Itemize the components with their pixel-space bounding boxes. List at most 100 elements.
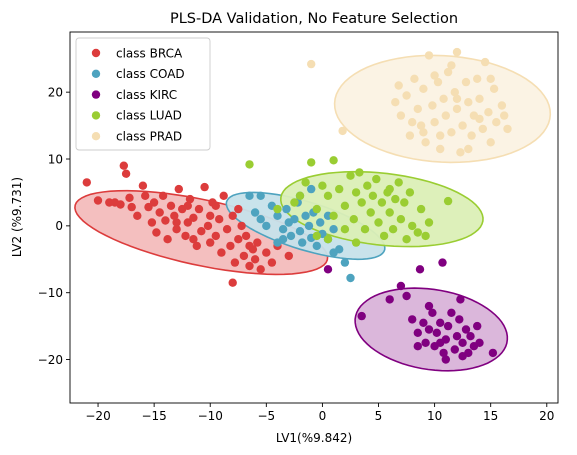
- plot-area: [74, 47, 552, 372]
- data-point-2: [461, 325, 471, 334]
- data-point-2: [473, 321, 482, 331]
- data-point-0: [127, 202, 136, 212]
- data-point-0: [155, 208, 164, 217]
- data-point-2: [458, 338, 467, 347]
- data-point-0: [138, 181, 148, 190]
- y-tick-label: 20: [48, 85, 63, 99]
- data-point-0: [211, 201, 220, 210]
- data-point-3: [379, 231, 389, 241]
- data-point-2: [396, 281, 406, 291]
- data-point-1: [278, 225, 288, 234]
- data-point-1: [340, 258, 350, 267]
- data-point-0: [174, 184, 183, 194]
- data-point-3: [388, 225, 398, 234]
- data-point-3: [323, 191, 333, 200]
- data-point-1: [346, 273, 355, 283]
- data-point-1: [245, 191, 254, 200]
- data-point-4: [475, 114, 484, 124]
- data-point-0: [149, 198, 159, 207]
- data-point-3: [290, 198, 299, 207]
- data-point-4: [486, 138, 495, 147]
- data-point-4: [464, 98, 473, 107]
- x-tick-label: 10: [427, 409, 442, 423]
- data-point-0: [152, 228, 161, 237]
- legend-marker-4: [91, 132, 101, 141]
- data-point-3: [372, 174, 381, 184]
- data-point-3: [340, 225, 350, 234]
- data-point-4: [396, 111, 406, 120]
- data-point-0: [256, 265, 265, 274]
- data-point-0: [183, 201, 192, 210]
- data-point-0: [144, 202, 153, 212]
- data-point-3: [408, 221, 417, 231]
- data-point-0: [284, 251, 293, 261]
- data-point-0: [161, 216, 170, 225]
- data-point-1: [290, 215, 299, 224]
- data-point-2: [419, 318, 428, 327]
- data-point-4: [497, 101, 507, 110]
- data-point-3: [366, 208, 375, 217]
- y-axis-label: LV2 (%9.731): [10, 177, 24, 257]
- x-tick-label: −10: [198, 409, 223, 423]
- data-point-1: [329, 225, 338, 234]
- data-point-4: [410, 74, 419, 84]
- data-point-1: [298, 238, 307, 247]
- data-point-1: [286, 231, 296, 241]
- data-point-0: [82, 178, 92, 187]
- data-point-0: [245, 241, 254, 251]
- data-point-4: [452, 94, 462, 104]
- data-point-0: [222, 225, 232, 234]
- data-point-4: [402, 91, 411, 100]
- legend-marker-2: [91, 90, 101, 99]
- chart-title: PLS-DA Validation, No Feature Selection: [170, 11, 458, 27]
- data-point-4: [450, 88, 459, 97]
- data-point-0: [125, 193, 134, 202]
- data-point-0: [245, 261, 254, 271]
- legend-label-1: class COAD: [116, 67, 185, 81]
- data-point-0: [234, 235, 243, 244]
- data-point-3: [416, 204, 426, 214]
- data-point-0: [189, 213, 198, 222]
- legend-marker-1: [91, 69, 101, 79]
- x-tick-label: −5: [257, 409, 275, 423]
- data-point-3: [323, 235, 333, 244]
- data-point-0: [172, 225, 181, 234]
- data-point-3: [340, 201, 350, 210]
- data-point-0: [197, 227, 206, 236]
- data-point-0: [133, 211, 142, 220]
- data-point-3: [335, 184, 344, 194]
- data-point-0: [228, 211, 237, 220]
- data-point-3: [346, 171, 355, 180]
- data-point-4: [452, 104, 462, 114]
- legend-marker-0: [91, 48, 101, 58]
- data-point-2: [424, 325, 434, 334]
- data-point-4: [475, 94, 484, 104]
- data-point-3: [351, 188, 361, 197]
- x-tick-label: 20: [539, 409, 554, 423]
- data-point-4: [458, 121, 467, 130]
- data-point-0: [217, 248, 226, 257]
- data-point-2: [456, 295, 465, 304]
- data-point-3: [318, 181, 327, 190]
- data-point-2: [475, 338, 484, 347]
- data-point-3: [385, 184, 394, 194]
- data-point-2: [439, 348, 448, 358]
- data-point-3: [402, 235, 411, 244]
- data-point-2: [402, 291, 411, 301]
- data-point-0: [185, 194, 195, 204]
- data-point-4: [419, 84, 428, 94]
- data-point-2: [413, 328, 422, 337]
- data-point-0: [141, 191, 150, 200]
- data-point-2: [458, 352, 467, 361]
- data-point-3: [360, 225, 370, 234]
- data-point-0: [147, 218, 157, 227]
- data-point-3: [385, 208, 394, 217]
- data-point-1: [307, 184, 316, 194]
- data-point-4: [428, 101, 437, 110]
- data-point-3: [394, 178, 403, 187]
- data-point-4: [489, 84, 499, 94]
- data-point-4: [413, 104, 422, 114]
- data-point-4: [492, 118, 501, 127]
- data-point-4: [447, 61, 456, 70]
- legend-label-3: class LUAD: [116, 109, 182, 123]
